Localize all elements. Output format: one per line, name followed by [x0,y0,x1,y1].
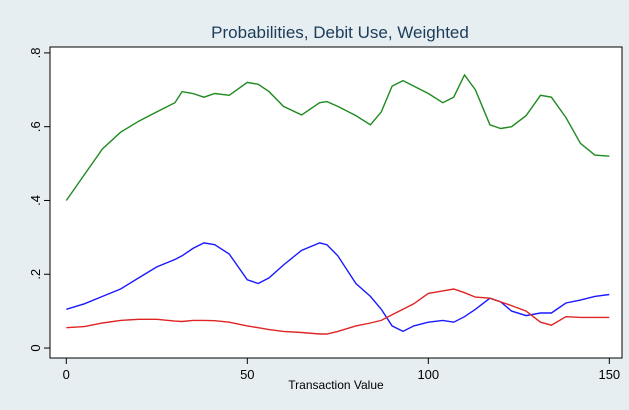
x-axis-title: Transaction Value [288,378,384,392]
x-tick-label: 50 [240,367,254,382]
x-tick-label: 150 [598,367,620,382]
y-tick-label: .8 [28,47,43,58]
line-series [66,288,610,335]
y-tick-label: .4 [28,195,43,206]
chart-title: Probabilities, Debit Use, Weighted [211,23,469,42]
line-series [65,73,610,201]
x-tick-label: 100 [417,367,439,382]
line-series [66,242,610,333]
plot-area [49,46,623,359]
y-tick-label: .2 [28,269,43,280]
x-tick-label: 0 [63,367,70,382]
y-tick-label: .6 [28,121,43,132]
y-tick-label: 0 [28,344,43,351]
